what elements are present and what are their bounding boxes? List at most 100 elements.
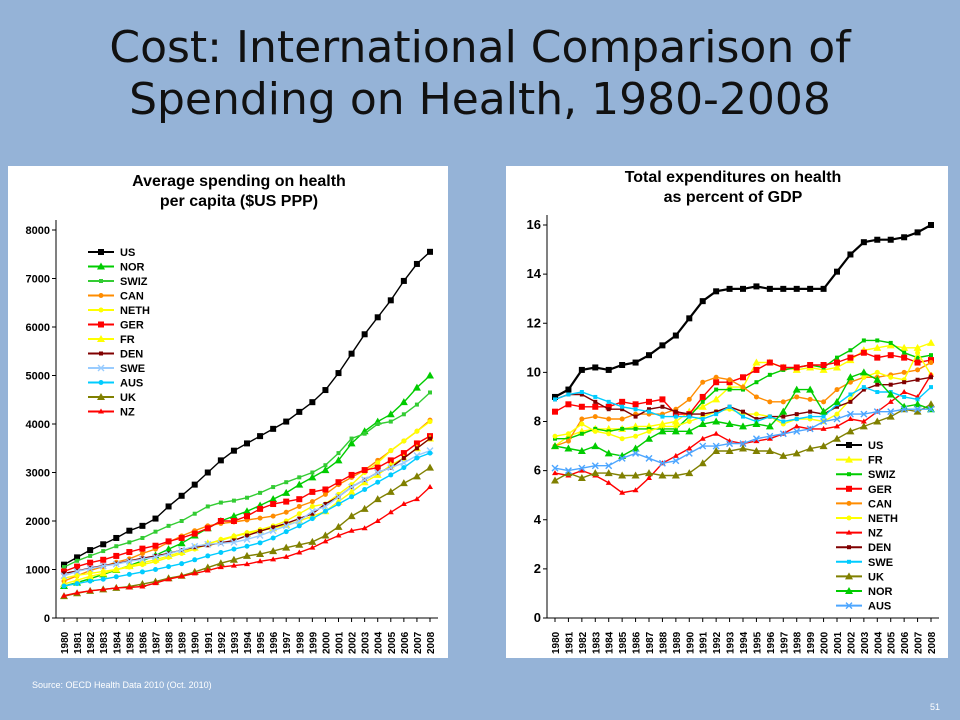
chart0-point-ger	[178, 534, 185, 541]
chart1-point-swe	[687, 414, 692, 419]
chart0-point-aus	[257, 540, 263, 546]
chart0-point-us	[374, 314, 381, 321]
chart0-point-swiz	[310, 470, 315, 475]
chart0-point-nor	[177, 539, 186, 547]
chart0-point-swiz	[271, 485, 276, 490]
chart0-x-tick-label: 1992	[217, 631, 228, 654]
chart1-point-us	[753, 283, 760, 290]
chart1-point-swe	[741, 414, 745, 419]
chart1-point-can	[821, 399, 827, 405]
chart1-point-den	[915, 377, 920, 382]
chart0-point-swe	[387, 464, 395, 472]
chart1-point-can	[928, 360, 934, 366]
chart0-point-swe	[217, 539, 225, 547]
chart0-point-us	[309, 399, 316, 406]
chart0-point-nz	[113, 584, 120, 590]
chart0-legend-label-fr: FR	[120, 334, 135, 346]
chart1-legend-label-aus: AUS	[868, 601, 891, 613]
chart0-point-swe	[321, 502, 329, 510]
chart0-y-tick-label: 6000	[26, 322, 50, 334]
chart1-point-uk	[873, 417, 882, 425]
chart0-point-nor	[269, 495, 278, 503]
gdp-percent-chart: Total expenditures on health as percent o…	[527, 169, 939, 654]
chart1-point-us	[887, 236, 894, 243]
chart1-point-swe	[714, 412, 719, 417]
chart1-y-tick-label: 6	[534, 463, 541, 478]
chart0-point-uk	[282, 543, 291, 551]
chart0-point-ger	[152, 542, 159, 549]
chart1-point-can	[915, 367, 921, 373]
chart0-point-swe	[348, 483, 356, 491]
chart0-point-aus	[401, 465, 407, 471]
chart0-point-nz	[296, 549, 303, 555]
chart0-point-can	[257, 515, 263, 521]
chart1-point-nz	[619, 489, 626, 495]
chart1-point-nor	[846, 373, 855, 381]
chart0-point-swiz	[75, 558, 80, 563]
chart1-point-us	[699, 298, 706, 305]
chart0-series-line-ger	[63, 435, 431, 573]
chart1-point-aus	[685, 449, 693, 457]
chart1-point-nor	[712, 417, 721, 425]
chart1-point-swiz	[915, 355, 920, 360]
chart0-point-us	[165, 503, 172, 510]
chart1-point-nz	[766, 435, 773, 441]
chart1-x-tick-label: 1980	[551, 631, 562, 654]
chart0-x-tick-label: 2002	[348, 631, 359, 654]
source-note: Source: OECD Health Data 2010 (Oct. 2010…	[32, 680, 212, 690]
chart1-point-nor	[591, 442, 600, 450]
chart0-point-us	[217, 457, 224, 464]
chart0-point-swiz	[153, 529, 158, 534]
chart1-point-aus	[672, 457, 680, 465]
chart1-point-swiz	[848, 348, 853, 353]
chart1-legend-label-us: US	[868, 440, 883, 452]
chart0-point-swiz	[375, 422, 380, 426]
chart1-x-tick-label: 1982	[578, 631, 589, 654]
chart1-point-ger	[552, 408, 558, 415]
chart1-point-swiz	[902, 350, 907, 355]
chart0-y-tick-label: 8000	[26, 225, 50, 237]
chart0-point-swiz	[258, 490, 263, 495]
chart0-x-tick-label: 1981	[73, 631, 84, 654]
chart1-point-swe	[929, 385, 933, 390]
chart0-point-fr	[347, 487, 356, 495]
chart0-series-swiz	[62, 390, 432, 570]
chart1-x-tick-label: 1990	[685, 631, 696, 654]
chart0-point-swiz	[414, 402, 419, 407]
chart0-point-swe	[295, 517, 303, 525]
chart0-point-ger	[230, 518, 237, 524]
chart1-point-ger	[672, 411, 679, 418]
chart0-point-nz	[374, 518, 381, 523]
chart1-x-tick-label: 1991	[699, 631, 710, 654]
chart1-point-den	[647, 407, 651, 412]
chart1-point-den	[794, 412, 799, 417]
chart1-point-can	[700, 379, 706, 385]
chart1-point-can	[834, 387, 840, 393]
chart1-point-us	[552, 393, 558, 400]
chart1-x-tick-label: 2002	[846, 631, 857, 654]
chart1-point-aus	[806, 425, 814, 433]
chart0-point-neth	[388, 448, 394, 454]
chart0-point-aus	[349, 494, 355, 500]
chart1-point-ger	[659, 396, 666, 403]
chart0-point-neth	[309, 503, 315, 509]
chart0-x-tick-label: 1993	[230, 631, 241, 654]
chart0-point-aus	[74, 581, 80, 587]
chart1-point-swe	[566, 392, 571, 397]
chart0-point-nz	[74, 589, 81, 595]
chart1-point-fr	[833, 363, 841, 371]
chart1-point-uk	[927, 400, 935, 408]
chart0-point-swe	[138, 555, 146, 563]
chart1-point-aus	[632, 449, 640, 457]
chart0-point-swiz	[166, 523, 171, 528]
chart1-point-aus	[752, 435, 760, 443]
chart1-point-den	[620, 407, 625, 412]
chart1-point-swiz	[861, 338, 866, 343]
chart0-point-nz	[244, 561, 250, 567]
chart1-point-can	[619, 416, 625, 422]
chart0-point-swiz	[388, 419, 393, 424]
chart0-point-uk	[229, 555, 238, 563]
chart0-point-nor	[386, 410, 395, 418]
chart1-point-uk	[591, 469, 600, 477]
chart1-point-neth	[686, 419, 692, 424]
